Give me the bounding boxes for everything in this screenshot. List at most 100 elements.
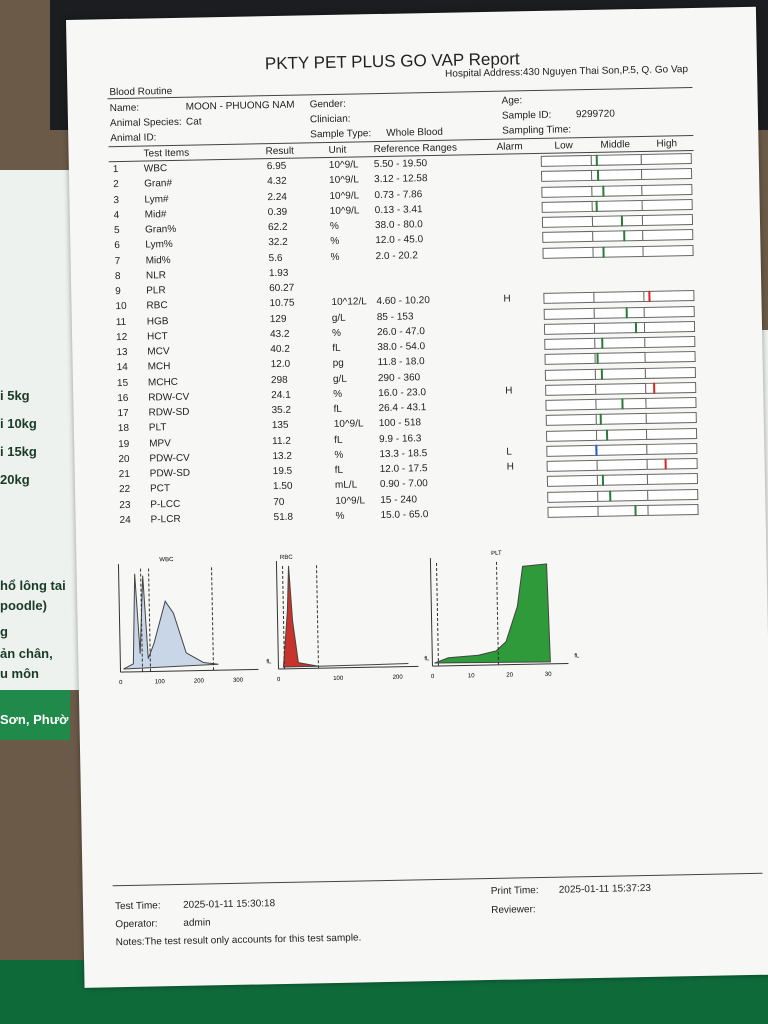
field-label: Sample Type: [310, 128, 372, 141]
unit: % [329, 220, 340, 232]
range: 0.73 - 7.86 [374, 188, 423, 201]
range-bar-segment [545, 429, 598, 442]
range: 100 - 518 [378, 417, 422, 430]
histogram-title: RBC [280, 555, 293, 561]
row-no: 1 [112, 164, 119, 176]
range-bar-segment [645, 397, 697, 410]
range-bar-segment [640, 168, 693, 181]
range-bar-segment [543, 307, 595, 320]
histograms: WBC 0 100 200 300 fL RBC 0 100 200 fL PLT 0 10 20 30 fL [117, 551, 580, 686]
test-item: RDW-CV [148, 391, 190, 404]
result: 1.93 [268, 267, 289, 279]
histogram-tick: 100 [155, 679, 166, 685]
row-no: 21 [118, 469, 130, 481]
histogram-tick: 0 [277, 677, 281, 683]
histogram-tick: 10 [468, 673, 475, 679]
rule [112, 872, 763, 887]
bg-note: g [0, 624, 8, 639]
range: 0.13 - 3.41 [374, 203, 423, 216]
range: 38.0 - 54.0 [377, 341, 426, 354]
range-bar-segment [541, 215, 594, 228]
range: 4.60 - 10.20 [376, 295, 430, 308]
label: Operator: [115, 918, 158, 931]
range-bar-segment [642, 244, 694, 257]
test-item: P-LCC [150, 498, 181, 511]
bg-note: i 5kg [0, 388, 30, 403]
test-item: WBC [143, 163, 168, 175]
row-no: 15 [116, 377, 129, 389]
result: 62.2 [267, 221, 288, 234]
range-bar-segment [593, 306, 645, 319]
range-bar-segment [591, 214, 644, 227]
range-bar-segment [641, 198, 693, 211]
range-bar-segment [545, 399, 597, 412]
range-bar-segment [645, 427, 698, 440]
range-bar-segment [544, 368, 596, 381]
unit: % [334, 449, 344, 461]
result: 2.24 [267, 191, 288, 203]
range-bar-segment [590, 153, 642, 166]
test-item: MCH [147, 361, 171, 373]
row-no: 11 [115, 316, 127, 328]
test-item: MCHC [147, 376, 179, 389]
row-no: 23 [119, 499, 131, 511]
alarm: H [505, 385, 513, 397]
unit: 10^9/L [329, 174, 359, 187]
range-bar-segment [645, 412, 697, 425]
test-item: NLR [145, 269, 167, 282]
row-no: 19 [118, 438, 130, 450]
report-paper: PKTY PET PLUS GO VAP Report Hospital Add… [66, 6, 768, 988]
range: 12.0 - 17.5 [379, 463, 428, 476]
test-item: PLR [146, 285, 166, 297]
result-marker [648, 291, 651, 303]
test-item: Lym% [145, 239, 173, 251]
row-no: 7 [114, 255, 121, 267]
value: admin [183, 917, 211, 929]
field-label: Sample ID: [501, 109, 552, 122]
histogram-unit: fL [574, 653, 580, 659]
column-header: Low [554, 140, 573, 152]
range-bar-segment [594, 352, 646, 365]
alarm: H [503, 293, 511, 305]
histogram-tick: 0 [431, 674, 435, 680]
unit: fL [332, 342, 341, 355]
range-bar-segment [595, 413, 647, 426]
range-bar-segment [591, 184, 643, 197]
range: 15 - 240 [380, 494, 418, 506]
range-bar-segment [647, 503, 699, 516]
histogram-tick: 100 [333, 676, 344, 682]
unit: % [335, 510, 345, 522]
range-bar-segment [547, 490, 599, 503]
histogram-tick: 30 [545, 672, 552, 678]
green-strip [0, 690, 70, 740]
result: 4.32 [267, 176, 287, 188]
field-label: Gender: [309, 98, 346, 111]
range-bar-segment [544, 353, 596, 366]
range-bar-segment [541, 185, 593, 198]
range-bar-segment [643, 320, 696, 333]
result-marker [600, 368, 603, 380]
value: 2025-01-11 15:37:23 [558, 882, 652, 896]
range-bar-segment [546, 475, 599, 488]
range-bar-segment [597, 504, 649, 517]
result: 70 [273, 496, 285, 508]
range-bar-segment [547, 505, 599, 518]
result: 12.0 [270, 359, 291, 371]
range: 5.50 - 19.50 [373, 158, 428, 171]
range: 11.8 - 18.0 [377, 356, 425, 369]
field-label: Age: [501, 95, 523, 107]
range-bar-segment [542, 246, 594, 259]
row-no: 18 [117, 423, 130, 435]
label: Print Time: [490, 885, 539, 898]
field-value: 9299720 [575, 108, 615, 121]
result-marker [601, 185, 605, 197]
column-header: Result [265, 145, 295, 158]
result-marker [599, 414, 603, 426]
rbc-histogram [275, 561, 419, 670]
range: 12.0 - 45.0 [375, 234, 424, 247]
unit: mL/L [334, 479, 358, 492]
rule [107, 86, 693, 100]
column-header: Unit [328, 144, 347, 156]
histogram-tick: 0 [119, 680, 123, 686]
field-label: Sampling Time: [502, 124, 572, 137]
